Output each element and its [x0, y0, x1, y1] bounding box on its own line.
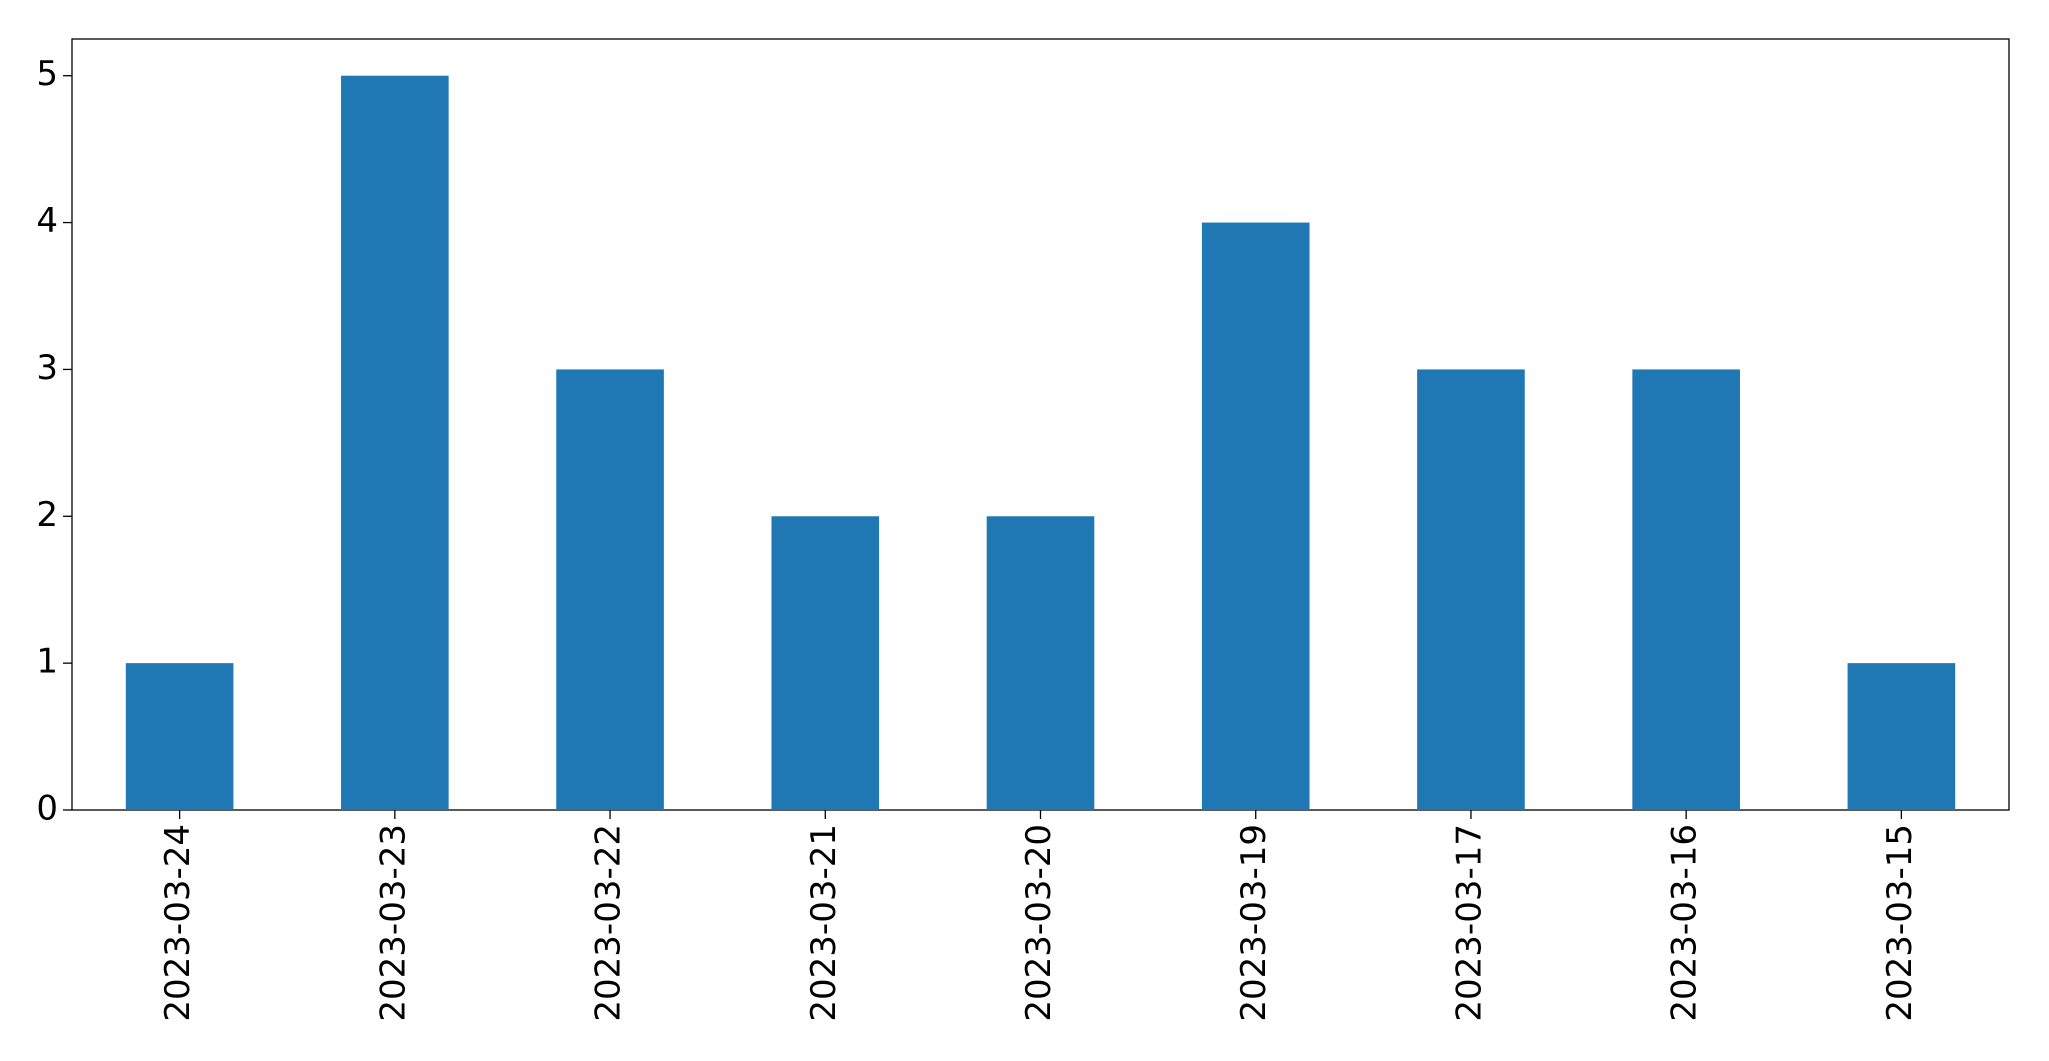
y-tick-label: 2: [36, 495, 58, 535]
y-tick-label: 1: [36, 642, 58, 682]
bar: [125, 663, 234, 810]
y-tick-label: 5: [36, 54, 58, 94]
y-tick-label: 3: [36, 348, 58, 388]
x-tick-label: 2023-03-23: [373, 824, 413, 1022]
x-tick-label: 2023-03-19: [1234, 824, 1274, 1022]
x-tick-label: 2023-03-17: [1449, 824, 1489, 1022]
x-tick-label: 2023-03-20: [1019, 824, 1059, 1022]
x-tick-label: 2023-03-24: [158, 824, 198, 1022]
y-tick-label: 0: [36, 789, 58, 829]
x-tick-label: 2023-03-15: [1880, 824, 1920, 1022]
bar: [1201, 222, 1310, 811]
x-tick-label: 2023-03-21: [804, 824, 844, 1022]
x-tick-label: 2023-03-22: [589, 824, 629, 1022]
bar: [1847, 663, 1956, 810]
bar: [556, 369, 664, 810]
bar: [771, 516, 880, 810]
x-tick-label: 2023-03-16: [1665, 824, 1705, 1022]
y-tick-label: 4: [36, 201, 58, 241]
bar: [341, 75, 449, 810]
bar: [1417, 369, 1525, 810]
bar: [1632, 369, 1740, 810]
bar: [986, 516, 1095, 810]
